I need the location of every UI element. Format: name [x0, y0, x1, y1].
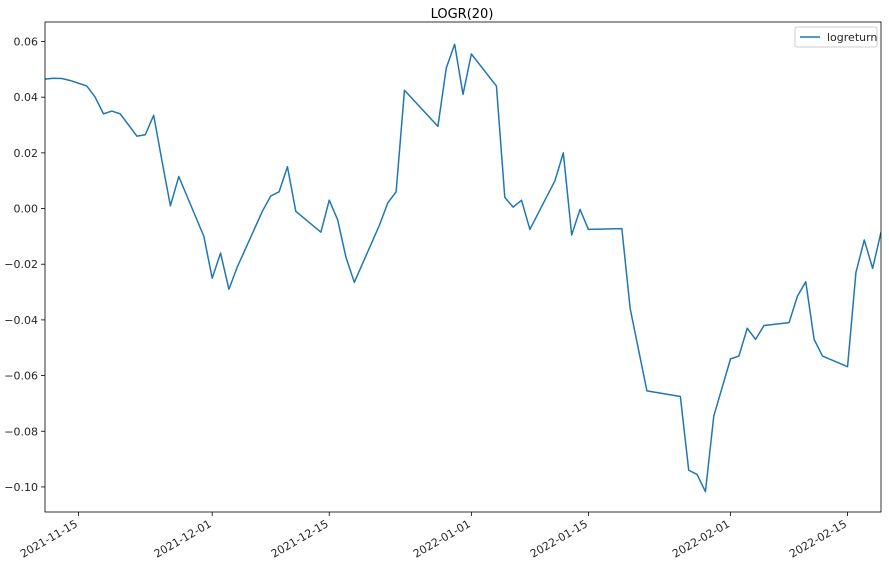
x-tick-label: 2022-01-15: [528, 517, 590, 560]
chart-title: LOGR(20): [431, 7, 494, 22]
legend-box: [794, 26, 878, 48]
y-tick-label: 0.04: [14, 91, 39, 104]
y-tick-label: −0.06: [4, 370, 38, 383]
x-tick-label: 2022-02-01: [670, 517, 732, 560]
x-tick-label: 2022-02-15: [787, 517, 849, 560]
x-tick-label: 2022-01-01: [411, 517, 473, 560]
x-tick-label: 2021-11-15: [18, 517, 80, 560]
y-tick-label: 0.06: [14, 35, 39, 48]
x-axis: 2021-11-15 2021-12-01 2021-12-15 2022-01-01…: [18, 512, 849, 561]
y-axis: 0.06 0.04 0.02 0.00 −0.02 −0.04 −0.06 −0.08 −0.1…: [4, 35, 45, 494]
series-line-logreturn: [45, 43, 881, 493]
y-tick-label: −0.04: [4, 314, 38, 327]
y-tick-label: −0.02: [4, 258, 38, 271]
plot-frame: [44, 21, 882, 513]
x-tick-label: 2021-12-01: [152, 517, 214, 560]
series-layer: [45, 43, 881, 493]
y-tick-label: −0.10: [4, 481, 38, 494]
x-tick-label: 2021-12-15: [269, 517, 331, 560]
legend-label-logreturn: logreturn: [827, 31, 877, 44]
legend: logreturn: [794, 26, 878, 48]
y-tick-label: 0.02: [14, 147, 39, 160]
y-tick-label: 0.00: [14, 203, 39, 216]
y-tick-label: −0.08: [4, 425, 38, 438]
